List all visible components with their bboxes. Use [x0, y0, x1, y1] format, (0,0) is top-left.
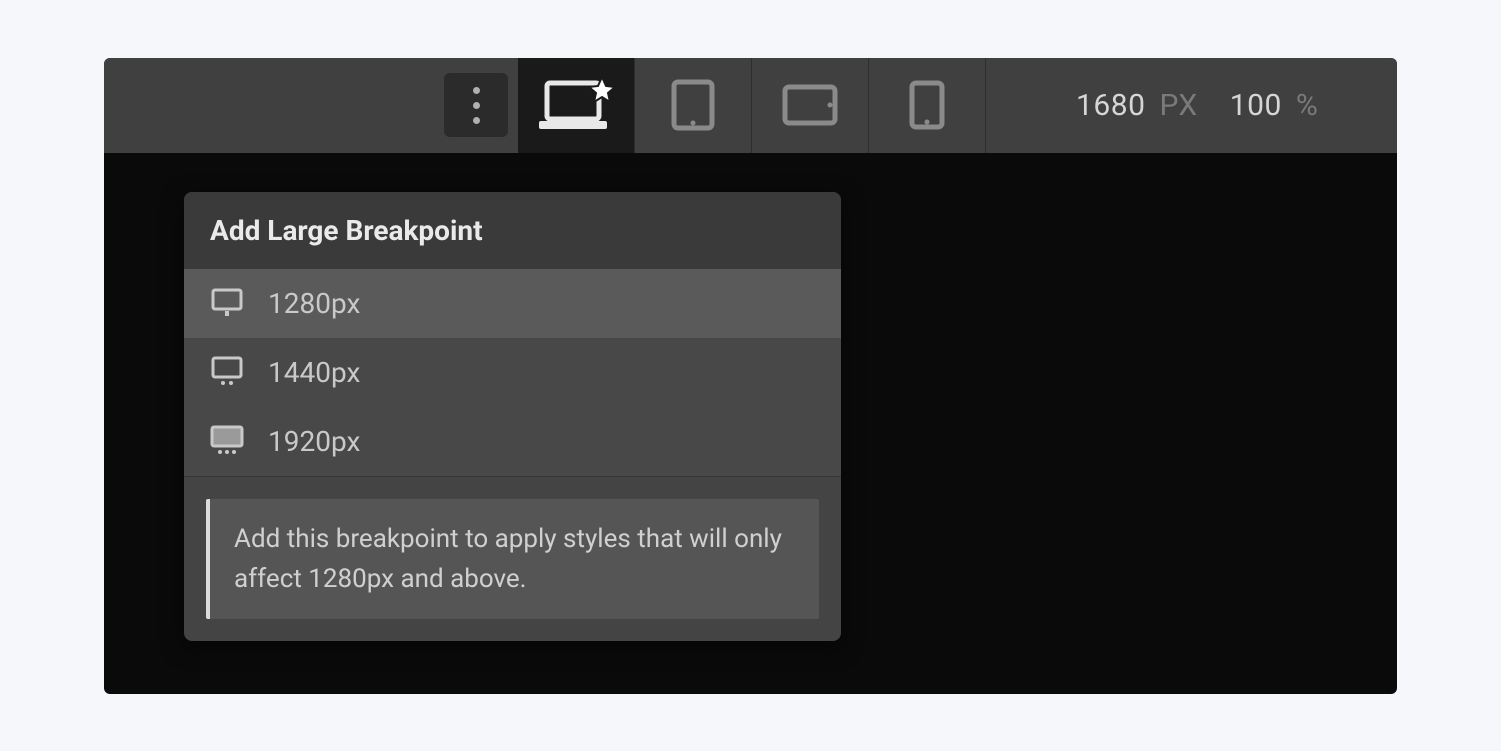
breakpoint-label: 1440px: [268, 356, 360, 389]
breakpoint-hint: Add this breakpoint to apply styles that…: [206, 499, 819, 620]
device-desktop-button[interactable]: [518, 58, 635, 153]
zoom-unit: %: [1296, 88, 1318, 123]
more-options-button[interactable]: [444, 73, 508, 137]
laptop-star-icon: [537, 77, 615, 133]
breakpoint-label: 1920px: [268, 425, 360, 458]
popover-title: Add Large Breakpoint: [184, 192, 841, 269]
canvas-readouts: 1680 PX 100 %: [1076, 88, 1318, 123]
breakpoint-toolbar: 1680 PX 100 %: [104, 58, 1397, 153]
hint-container: Add this breakpoint to apply styles that…: [184, 477, 841, 642]
canvas-width-unit: PX: [1159, 88, 1197, 123]
monitor-medium-icon: [210, 357, 244, 387]
breakpoint-label: 1280px: [268, 287, 360, 320]
monitor-small-icon: [210, 288, 244, 318]
breakpoint-option-1440[interactable]: 1440px: [184, 338, 841, 407]
monitor-large-icon: [210, 426, 244, 456]
app-frame: 1680 PX 100 % Add Large Breakpoint 1280p…: [104, 58, 1397, 694]
device-tablet-landscape-button[interactable]: [752, 58, 869, 153]
phone-icon: [909, 80, 945, 130]
add-breakpoint-popover: Add Large Breakpoint 1280px 1440px: [184, 192, 841, 642]
breakpoint-option-1280[interactable]: 1280px: [184, 269, 841, 338]
kebab-icon: [473, 87, 480, 124]
tablet-portrait-icon: [671, 79, 715, 131]
breakpoint-option-1920[interactable]: 1920px: [184, 407, 841, 476]
device-phone-button[interactable]: [869, 58, 986, 153]
zoom-value[interactable]: 100: [1230, 88, 1282, 123]
device-tablet-button[interactable]: [635, 58, 752, 153]
canvas-width-value[interactable]: 1680: [1076, 88, 1145, 123]
tablet-landscape-icon: [782, 84, 838, 126]
